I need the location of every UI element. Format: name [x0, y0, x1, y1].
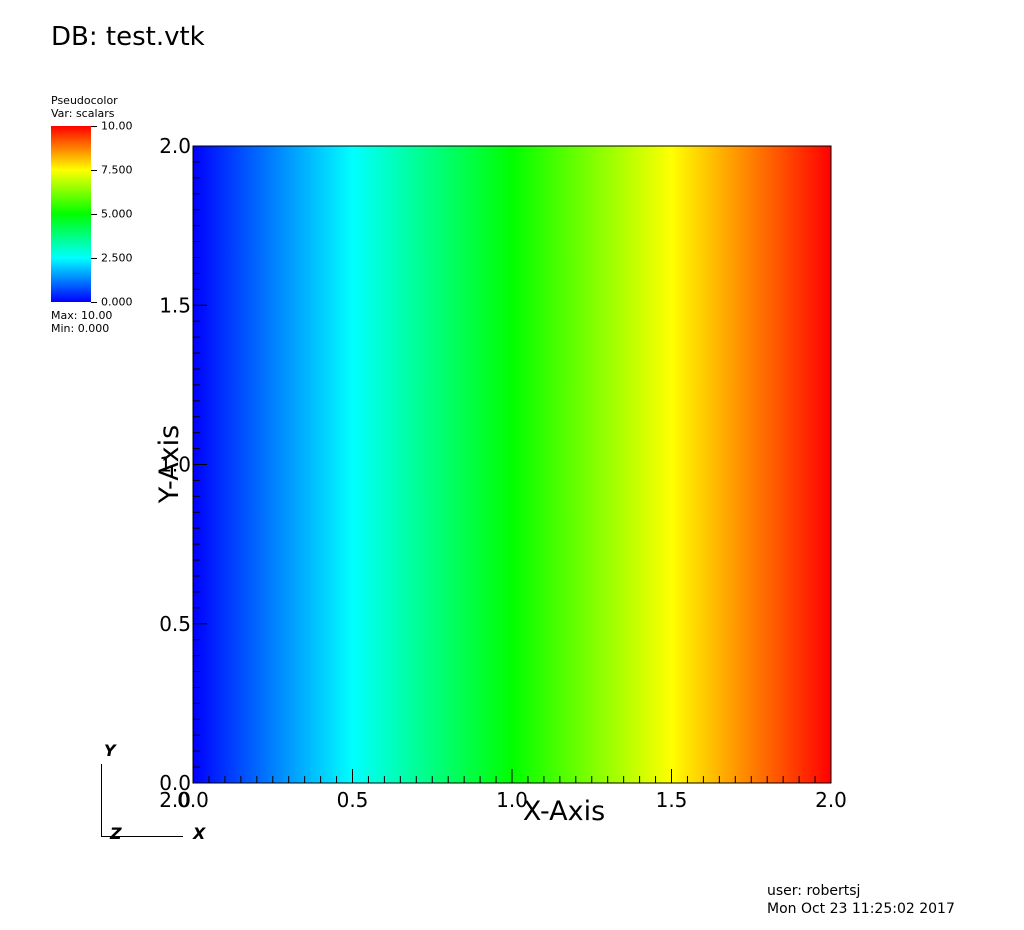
plot-frame — [192, 145, 832, 784]
legend-ticklabel-0: 0.000 — [101, 295, 133, 309]
legend-colorbar — [51, 126, 91, 302]
x-tick-label: 1.0 — [496, 788, 528, 812]
x-tick-label: 2.0 — [815, 788, 847, 812]
legend-ticklabel-7500: 7.500 — [101, 163, 133, 177]
triad-z-label: Z — [110, 824, 122, 843]
legend-plot-type: Pseudocolor — [51, 94, 118, 107]
footer-user: user: robertsj — [767, 883, 861, 899]
triad-x-axis-line — [101, 836, 183, 837]
x-axis-label: X-Axis — [523, 796, 605, 827]
legend-tick-0 — [91, 302, 97, 303]
legend-tick-10 — [91, 126, 97, 127]
y-tick-label: 0.0 — [159, 771, 191, 795]
y-origin-overlap-label: 2.0 — [159, 788, 191, 812]
legend-min: Min: 0.000 — [51, 322, 110, 335]
pseudocolor-field — [193, 146, 831, 783]
legend-tick-5000 — [91, 214, 97, 215]
x-tick-label: 1.5 — [656, 788, 688, 812]
legend: Pseudocolor Var: scalars 10.00 7.500 5.0… — [51, 95, 171, 340]
legend-max: Max: 10.00 — [51, 309, 113, 322]
legend-ticklabel-10: 10.00 — [101, 119, 133, 133]
triad-y-axis-line — [101, 764, 102, 837]
x-tick-label: 0.0 — [177, 788, 209, 812]
y-tick-label: 1.0 — [159, 453, 191, 477]
y-tick-label: 0.5 — [159, 612, 191, 636]
legend-tick-2500 — [91, 258, 97, 259]
y-axis-label: Y-Axis — [154, 425, 185, 504]
database-title: DB: test.vtk — [51, 22, 205, 52]
legend-variable: Var: scalars — [51, 107, 115, 120]
triad-x-label: X — [193, 824, 206, 843]
triad-y-label: Y — [104, 741, 116, 760]
legend-ticklabel-2500: 2.500 — [101, 251, 133, 265]
legend-tick-7500 — [91, 170, 97, 171]
x-tick-label: 0.5 — [337, 788, 369, 812]
footer-timestamp: Mon Oct 23 11:25:02 2017 — [767, 901, 955, 917]
legend-ticklabel-5000: 5.000 — [101, 207, 133, 221]
